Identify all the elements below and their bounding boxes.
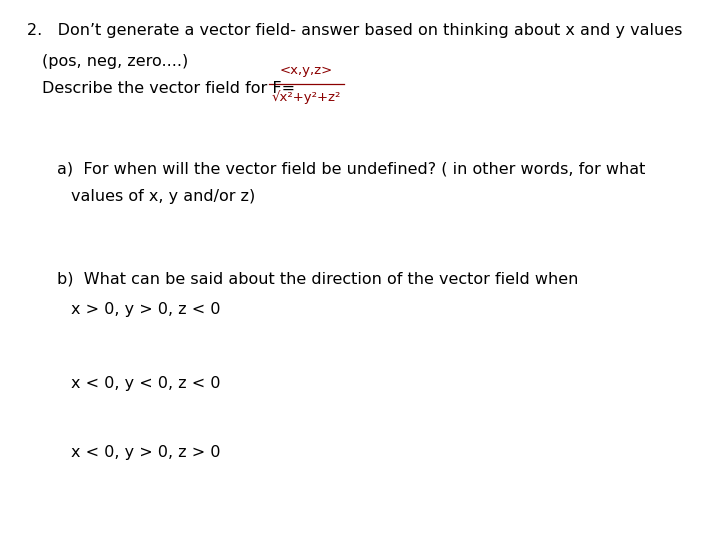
Text: x < 0, y < 0, z < 0: x < 0, y < 0, z < 0 [71,376,220,391]
Text: x < 0, y > 0, z > 0: x < 0, y > 0, z > 0 [71,445,220,460]
Text: <x,y,z>: <x,y,z> [280,64,333,78]
Text: 2.   Don’t generate a vector field- answer based on thinking about x and y value: 2. Don’t generate a vector field- answer… [27,23,683,38]
Text: a)  For when will the vector field be undefined? ( in other words, for what: a) For when will the vector field be und… [57,161,646,176]
Text: b)  What can be said about the direction of the vector field when: b) What can be said about the direction … [57,271,579,286]
Text: x > 0, y > 0, z < 0: x > 0, y > 0, z < 0 [71,302,220,317]
Text: (pos, neg, zero....): (pos, neg, zero....) [42,54,189,69]
Text: Describe the vector field for F=: Describe the vector field for F= [42,81,301,96]
Text: √x²+y²+z²: √x²+y²+z² [272,91,341,104]
Text: values of x, y and/or z): values of x, y and/or z) [71,189,256,204]
